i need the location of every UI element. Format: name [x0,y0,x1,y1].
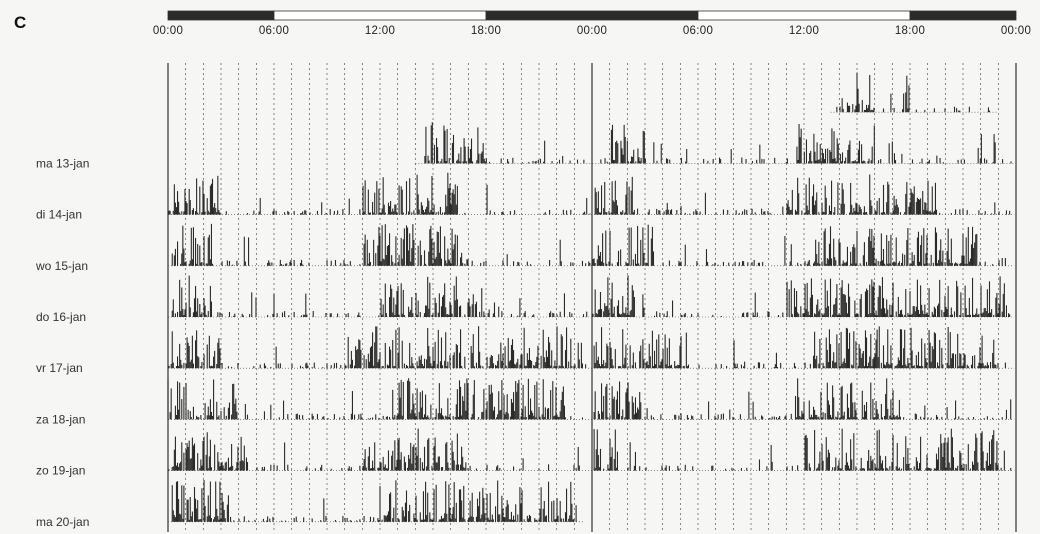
light-dark-bar [167,10,1017,21]
x-tick-label: 00:00 [1001,25,1031,37]
x-tick-labels: 00:00 06:00 12:00 18:00 00:00 06:00 12:00 18:00… [153,25,1031,37]
x-tick-label: 06:00 [259,25,289,37]
x-tick-label: 00:00 [153,25,183,37]
row-label: ma 13-jan [36,156,89,170]
ld-segment-light [273,10,487,21]
ld-segment-dark [909,10,1017,21]
row-label: zo 19-jan [36,464,85,478]
x-tick-label: 18:00 [471,25,501,37]
actogram-row: vr 17-jan [36,326,1015,375]
row-label: do 16-jan [36,310,86,324]
time-grid [167,63,1017,532]
actogram-row: wo 15-jan [35,223,1015,273]
actogram-row [830,72,999,113]
row-label: wo 15-jan [35,259,88,273]
x-tick-label: 12:00 [789,25,819,37]
ld-segment-dark [167,10,275,21]
actogram-row: ma 13-jan [36,122,1015,170]
actogram-row: ma 20-jan [36,480,584,529]
x-tick-label: 06:00 [683,25,713,37]
actogram-row: do 16-jan [36,275,1015,324]
x-tick-label: 12:00 [365,25,395,37]
row-label: vr 17-jan [36,361,83,375]
ld-segment-light [697,10,911,21]
actogram-row: zo 19-jan [36,428,1015,478]
panel-label: C [14,13,26,32]
row-label: ma 20-jan [36,515,89,529]
actogram-rows: ma 13-jan di 14-jan wo 15-jan do 16-jan vr 1… [35,72,1015,529]
x-tick-label: 18:00 [895,25,925,37]
ld-segment-dark [485,10,699,21]
actogram-row: za 18-jan [36,378,1015,426]
x-tick-label: 00:00 [577,25,607,37]
actogram-row: di 14-jan [36,172,1015,222]
row-label: di 14-jan [36,208,82,222]
row-label: za 18-jan [36,412,85,426]
